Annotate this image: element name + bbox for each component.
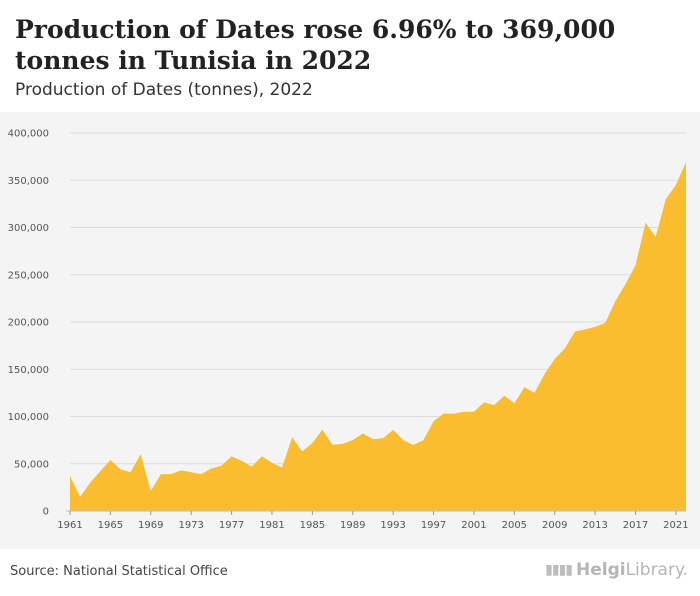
y-tick-label: 100,000 <box>8 412 49 423</box>
data-point <box>685 161 687 163</box>
data-point <box>220 464 222 466</box>
data-point <box>129 471 131 473</box>
data-point <box>119 468 121 470</box>
data-point <box>139 453 141 455</box>
production-area <box>70 162 686 512</box>
x-tick-label: 1997 <box>421 520 446 531</box>
data-point <box>281 466 283 468</box>
chart-subtitle: Production of Dates (tonnes), 2022 <box>15 80 313 100</box>
data-point <box>69 475 71 477</box>
data-point <box>513 402 515 404</box>
data-point <box>271 462 273 464</box>
logo-icon: ▮▮▮▮ <box>545 562 573 578</box>
y-tick-label: 50,000 <box>14 459 49 470</box>
data-point <box>634 264 636 266</box>
y-tick-label: 150,000 <box>8 365 49 376</box>
data-point <box>493 404 495 406</box>
data-point <box>230 455 232 457</box>
data-point <box>382 437 384 439</box>
data-point <box>624 283 626 285</box>
data-point <box>533 392 535 394</box>
x-tick-label: 1965 <box>98 520 123 531</box>
x-tick-label: 1969 <box>138 520 163 531</box>
x-tick-label: 2001 <box>461 520 486 531</box>
chart-title: Production of Dates rose 6.96% to 369,00… <box>15 15 616 75</box>
y-tick-label: 300,000 <box>8 223 49 234</box>
data-point <box>584 328 586 330</box>
data-point <box>362 432 364 434</box>
x-tick-label: 2005 <box>502 520 527 531</box>
x-tick-label: 1981 <box>259 520 284 531</box>
data-point <box>321 429 323 431</box>
helgi-library-logo: ▮▮▮▮ HelgiLibrary. <box>545 560 688 580</box>
source-note: Source: National Statistical Office <box>10 564 228 579</box>
y-tick-label: 350,000 <box>8 176 49 187</box>
data-point <box>341 443 343 445</box>
y-tick-label: 400,000 <box>8 129 49 140</box>
data-point <box>675 184 677 186</box>
data-point <box>150 490 152 492</box>
data-point <box>574 330 576 332</box>
data-point <box>604 322 606 324</box>
data-point <box>109 459 111 461</box>
data-point <box>170 473 172 475</box>
data-point <box>200 473 202 475</box>
y-tick-label: 200,000 <box>8 318 49 329</box>
logo-text-rest: Library. <box>625 560 688 580</box>
x-tick-label: 2013 <box>582 520 607 531</box>
x-tick-label: 1985 <box>300 520 325 531</box>
data-point <box>240 460 242 462</box>
data-point <box>160 473 162 475</box>
data-point <box>190 471 192 473</box>
x-tick-label: 2017 <box>623 520 648 531</box>
y-tick-label: 0 <box>43 507 49 518</box>
data-point <box>614 300 616 302</box>
data-point <box>554 358 556 360</box>
x-tick-label: 2009 <box>542 520 567 531</box>
data-point <box>422 439 424 441</box>
data-point <box>453 412 455 414</box>
data-point <box>503 395 505 397</box>
data-point <box>89 481 91 483</box>
data-point <box>352 439 354 441</box>
data-point <box>543 373 545 375</box>
x-tick-label: 1961 <box>57 520 82 531</box>
x-tick-label: 1993 <box>380 520 405 531</box>
data-point <box>483 401 485 403</box>
data-point <box>644 222 646 224</box>
data-point <box>372 438 374 440</box>
data-point <box>251 465 253 467</box>
data-point <box>463 411 465 413</box>
data-point <box>442 412 444 414</box>
data-point <box>473 411 475 413</box>
data-point <box>311 442 313 444</box>
data-point <box>564 347 566 349</box>
data-point <box>655 236 657 238</box>
data-point <box>392 429 394 431</box>
data-point <box>432 420 434 422</box>
data-point <box>79 496 81 498</box>
data-point <box>523 386 525 388</box>
data-point <box>665 198 667 200</box>
data-point <box>180 469 182 471</box>
data-point <box>402 439 404 441</box>
x-tick-label: 1973 <box>178 520 203 531</box>
data-point <box>210 467 212 469</box>
logo-text-strong: Helgi <box>575 560 626 580</box>
data-point <box>331 444 333 446</box>
data-point <box>301 450 303 452</box>
x-tick-label: 1989 <box>340 520 365 531</box>
data-point <box>412 444 414 446</box>
y-tick-label: 250,000 <box>8 270 49 281</box>
data-point <box>291 436 293 438</box>
data-point <box>594 326 596 328</box>
x-tick-label: 1977 <box>219 520 244 531</box>
x-tick-label: 2021 <box>663 520 688 531</box>
data-point <box>261 455 263 457</box>
data-point <box>99 470 101 472</box>
